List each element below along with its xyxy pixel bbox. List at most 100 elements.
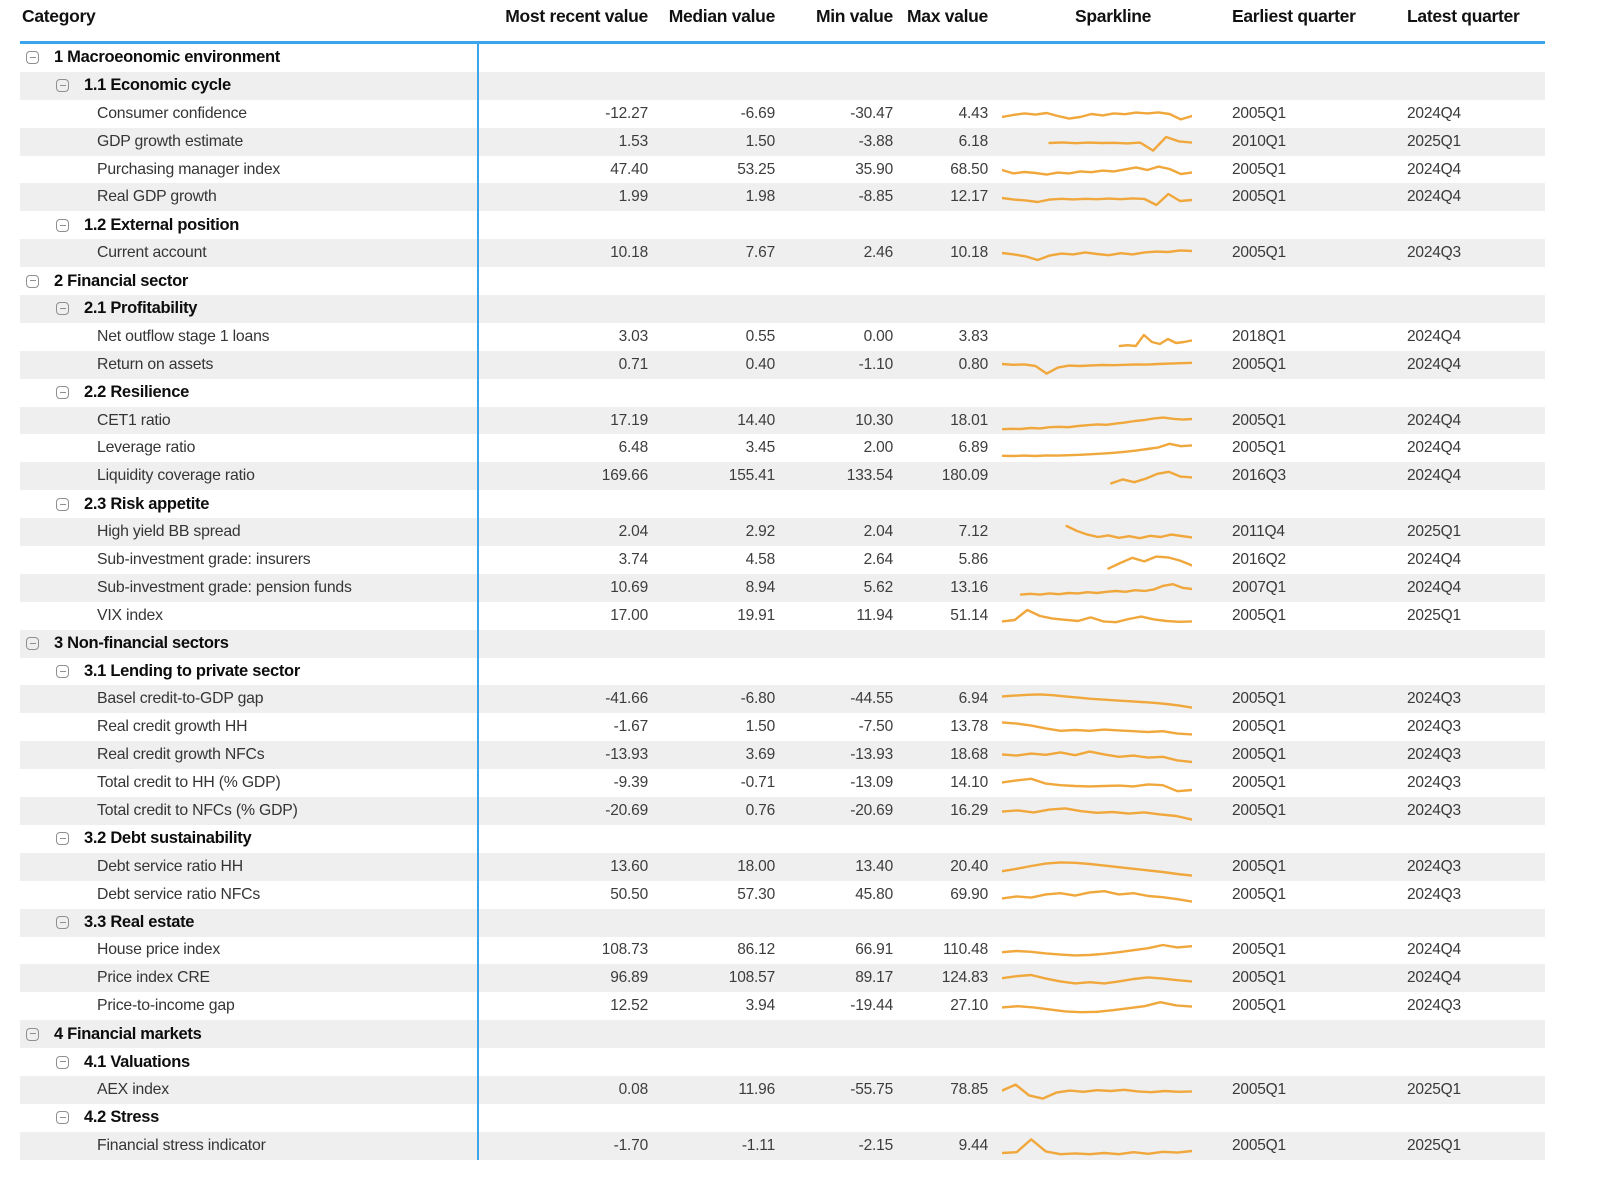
cell-min-value: 66.91 <box>855 941 893 959</box>
group-row: 1 Macroeonomic environment <box>20 44 1545 72</box>
category-cell: VIX index <box>20 607 478 625</box>
cell-min-value: -30.47 <box>850 104 893 122</box>
cell-recent-value: -41.66 <box>605 690 648 708</box>
category-cell: Price index CRE <box>20 969 478 987</box>
collapse-minus-icon[interactable] <box>56 218 69 232</box>
collapse-minus-icon[interactable] <box>56 302 69 316</box>
group-label: 2.2 Resilience <box>84 383 189 402</box>
cell-recent-value: -13.93 <box>605 746 648 764</box>
minus-glyph <box>29 57 36 59</box>
sparkline <box>988 520 1207 544</box>
cell-median-value: 3.69 <box>745 746 776 764</box>
cell-max-value: 180.09 <box>941 467 988 485</box>
cell-median-value: 108.57 <box>728 969 775 987</box>
cell-recent-value: 17.00 <box>610 606 648 624</box>
table-row: Real GDP growth 1.99 1.98 -8.85 12.17 2005Q1 2… <box>20 183 1545 212</box>
cell-min-value: -2.15 <box>858 1136 894 1154</box>
category-cell: 3.3 Real estate <box>20 913 478 932</box>
sparkline <box>988 687 1207 711</box>
table-row: Price index CRE 96.89 108.57 89.17 124.83 200… <box>20 964 1545 993</box>
collapse-minus-icon[interactable] <box>26 51 39 65</box>
cell-recent-value: 3.74 <box>618 550 649 568</box>
cell-max-value: 6.89 <box>958 439 989 457</box>
cell-median-value: 14.40 <box>737 411 775 429</box>
collapse-minus-icon[interactable] <box>56 497 69 511</box>
table-row: Net outflow stage 1 loans 3.03 0.55 0.00 3.8… <box>20 323 1545 351</box>
collapse-minus-icon[interactable] <box>26 1027 39 1041</box>
column-header-median-value: Median value <box>668 6 776 26</box>
sparkline <box>988 241 1207 265</box>
cell-recent-value: 10.69 <box>610 578 648 596</box>
table-body: 1 Macroeonomic environment 1.1 Economic c… <box>20 44 1545 1160</box>
collapse-minus-icon[interactable] <box>56 1111 69 1125</box>
category-cell: Debt service ratio NFCs <box>20 886 478 904</box>
collapse-minus-icon[interactable] <box>56 916 69 930</box>
collapse-minus-icon[interactable] <box>26 637 39 651</box>
cell-median-value: 3.94 <box>745 997 776 1015</box>
cell-earliest-quarter: 2005Q1 <box>1232 355 1286 373</box>
category-cell: Purchasing manager index <box>20 161 478 179</box>
collapse-minus-icon[interactable] <box>56 1055 69 1069</box>
sparkline <box>988 548 1207 572</box>
collapse-minus-icon[interactable] <box>56 665 69 679</box>
category-cell: Leverage ratio <box>20 439 478 457</box>
collapse-minus-icon[interactable] <box>56 832 69 846</box>
cell-recent-value: 17.19 <box>610 411 648 429</box>
cell-max-value: 4.43 <box>958 104 989 122</box>
collapse-minus-icon[interactable] <box>56 386 69 400</box>
cell-min-value: 133.54 <box>846 467 893 485</box>
cell-recent-value: -12.27 <box>605 104 648 122</box>
table-row: Current account 10.18 7.67 2.46 10.18 2005Q1 2… <box>20 239 1545 268</box>
cell-max-value: 69.90 <box>950 885 988 903</box>
cell-max-value: 5.86 <box>958 550 989 568</box>
table-row: AEX index 0.08 11.96 -55.75 78.85 2005Q1 2025Q… <box>20 1075 1545 1104</box>
cell-max-value: 14.10 <box>950 774 988 792</box>
cell-recent-value: 6.48 <box>618 439 649 457</box>
sparkline <box>988 436 1207 460</box>
minus-glyph <box>59 503 66 505</box>
indicator-label: High yield BB spread <box>97 523 241 541</box>
cell-min-value: -19.44 <box>850 997 893 1015</box>
cell-median-value: 1.98 <box>745 188 776 206</box>
cell-max-value: 10.18 <box>950 244 988 262</box>
cell-max-value: 18.68 <box>950 746 988 764</box>
cell-median-value: 53.25 <box>737 160 775 178</box>
cell-latest-quarter: 2024Q3 <box>1407 801 1461 819</box>
cell-max-value: 0.80 <box>958 355 989 373</box>
cell-latest-quarter: 2024Q3 <box>1407 857 1461 875</box>
indicator-label: Sub-investment grade: insurers <box>97 550 311 568</box>
cell-earliest-quarter: 2010Q1 <box>1232 132 1286 150</box>
cell-recent-value: -9.39 <box>613 774 649 792</box>
collapse-minus-icon[interactable] <box>56 79 69 93</box>
group-label: 3.3 Real estate <box>84 913 195 932</box>
indicator-label: Consumer confidence <box>97 104 247 122</box>
column-header-most-recent-value: Most recent value <box>505 6 648 26</box>
indicator-label: Debt service ratio NFCs <box>97 885 261 903</box>
category-cell: Consumer confidence <box>20 105 478 123</box>
cell-earliest-quarter: 2005Q1 <box>1232 718 1286 736</box>
collapse-minus-icon[interactable] <box>26 274 39 288</box>
table-row: Leverage ratio 6.48 3.45 2.00 6.89 2005Q1 2024… <box>20 434 1545 462</box>
cell-recent-value: 3.03 <box>618 327 649 345</box>
table-row: House price index 108.73 86.12 66.91 110.48 2… <box>20 937 1545 965</box>
group-row: 3.3 Real estate <box>20 908 1545 937</box>
table-row: Price-to-income gap 12.52 3.94 -19.44 27.10 2… <box>20 992 1545 1020</box>
category-cell: 4.1 Valuations <box>20 1053 478 1072</box>
sparkline <box>988 576 1207 600</box>
indicator-label: Real credit growth HH <box>97 718 248 736</box>
cell-recent-value: 108.73 <box>601 941 648 959</box>
cell-latest-quarter: 2024Q4 <box>1407 550 1461 568</box>
indicator-table: Category Most recent value Median value … <box>20 0 1545 1160</box>
cell-recent-value: -1.67 <box>613 718 649 736</box>
indicator-label: Liquidity coverage ratio <box>97 467 255 485</box>
cell-latest-quarter: 2024Q4 <box>1407 411 1461 429</box>
category-cell: 2.3 Risk appetite <box>20 495 478 514</box>
cell-recent-value: 47.40 <box>610 160 648 178</box>
cell-earliest-quarter: 2005Q1 <box>1232 439 1286 457</box>
table-row: Liquidity coverage ratio 169.66 155.41 133.… <box>20 462 1545 491</box>
cell-earliest-quarter: 2005Q1 <box>1232 411 1286 429</box>
sparkline <box>988 966 1207 990</box>
cell-earliest-quarter: 2005Q1 <box>1232 1136 1286 1154</box>
cell-earliest-quarter: 2005Q1 <box>1232 774 1286 792</box>
cell-recent-value: -1.70 <box>613 1136 649 1154</box>
